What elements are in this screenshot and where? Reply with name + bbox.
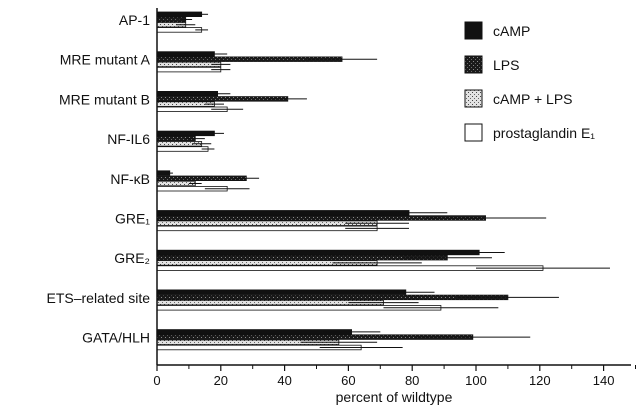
x-axis-title: percent of wildtype [336,389,453,405]
category-label: NF-IL6 [107,131,150,147]
x-tick-label: 0 [153,373,160,388]
category-label: MRE mutant A [60,52,151,68]
category-label: MRE mutant B [59,91,150,107]
bar [156,146,209,152]
legend-label: cAMP + LPS [493,91,573,107]
legend-label: cAMP [493,23,530,39]
legend-swatch [464,55,483,74]
legend-label: prostaglandin E₁ [493,125,595,141]
legend: cAMP LPS cAMP + LPS prostaglandin E₁ [464,21,595,142]
bar [156,27,203,33]
legend-label: LPS [493,57,519,73]
x-tick-label: 60 [341,373,355,388]
legend-swatch [464,89,483,108]
bar [156,225,378,232]
x-tick-label: 40 [277,373,291,388]
category-label: GRE₂ [114,250,150,266]
legend-swatch [464,123,483,142]
plot-area: AP-1 MRE mutant A MRE mutant B NF-IL6 NF-κB G… [47,11,610,351]
x-tick-label: 100 [465,373,487,388]
bar [156,175,247,181]
bar [156,294,509,301]
bar [156,289,407,295]
category-label: ETS–related site [47,290,151,306]
category-label: GATA/HLH [82,330,150,346]
x-tick-label: 140 [593,373,615,388]
bar [156,329,352,335]
x-tick-label: 120 [529,373,551,388]
category-label: GRE₁ [115,211,150,227]
category-label: AP-1 [119,12,150,28]
bar [156,96,289,102]
bar [156,11,203,17]
x-tick-label: 20 [214,373,228,388]
category-label: NF-κB [110,171,150,187]
bar [156,249,480,256]
legend-swatch [464,21,483,40]
bar [156,220,378,226]
x-tick-label: 80 [405,373,419,388]
x-axis: percent of wildtype 0 20 40 60 80 100 120 140 [153,8,636,405]
